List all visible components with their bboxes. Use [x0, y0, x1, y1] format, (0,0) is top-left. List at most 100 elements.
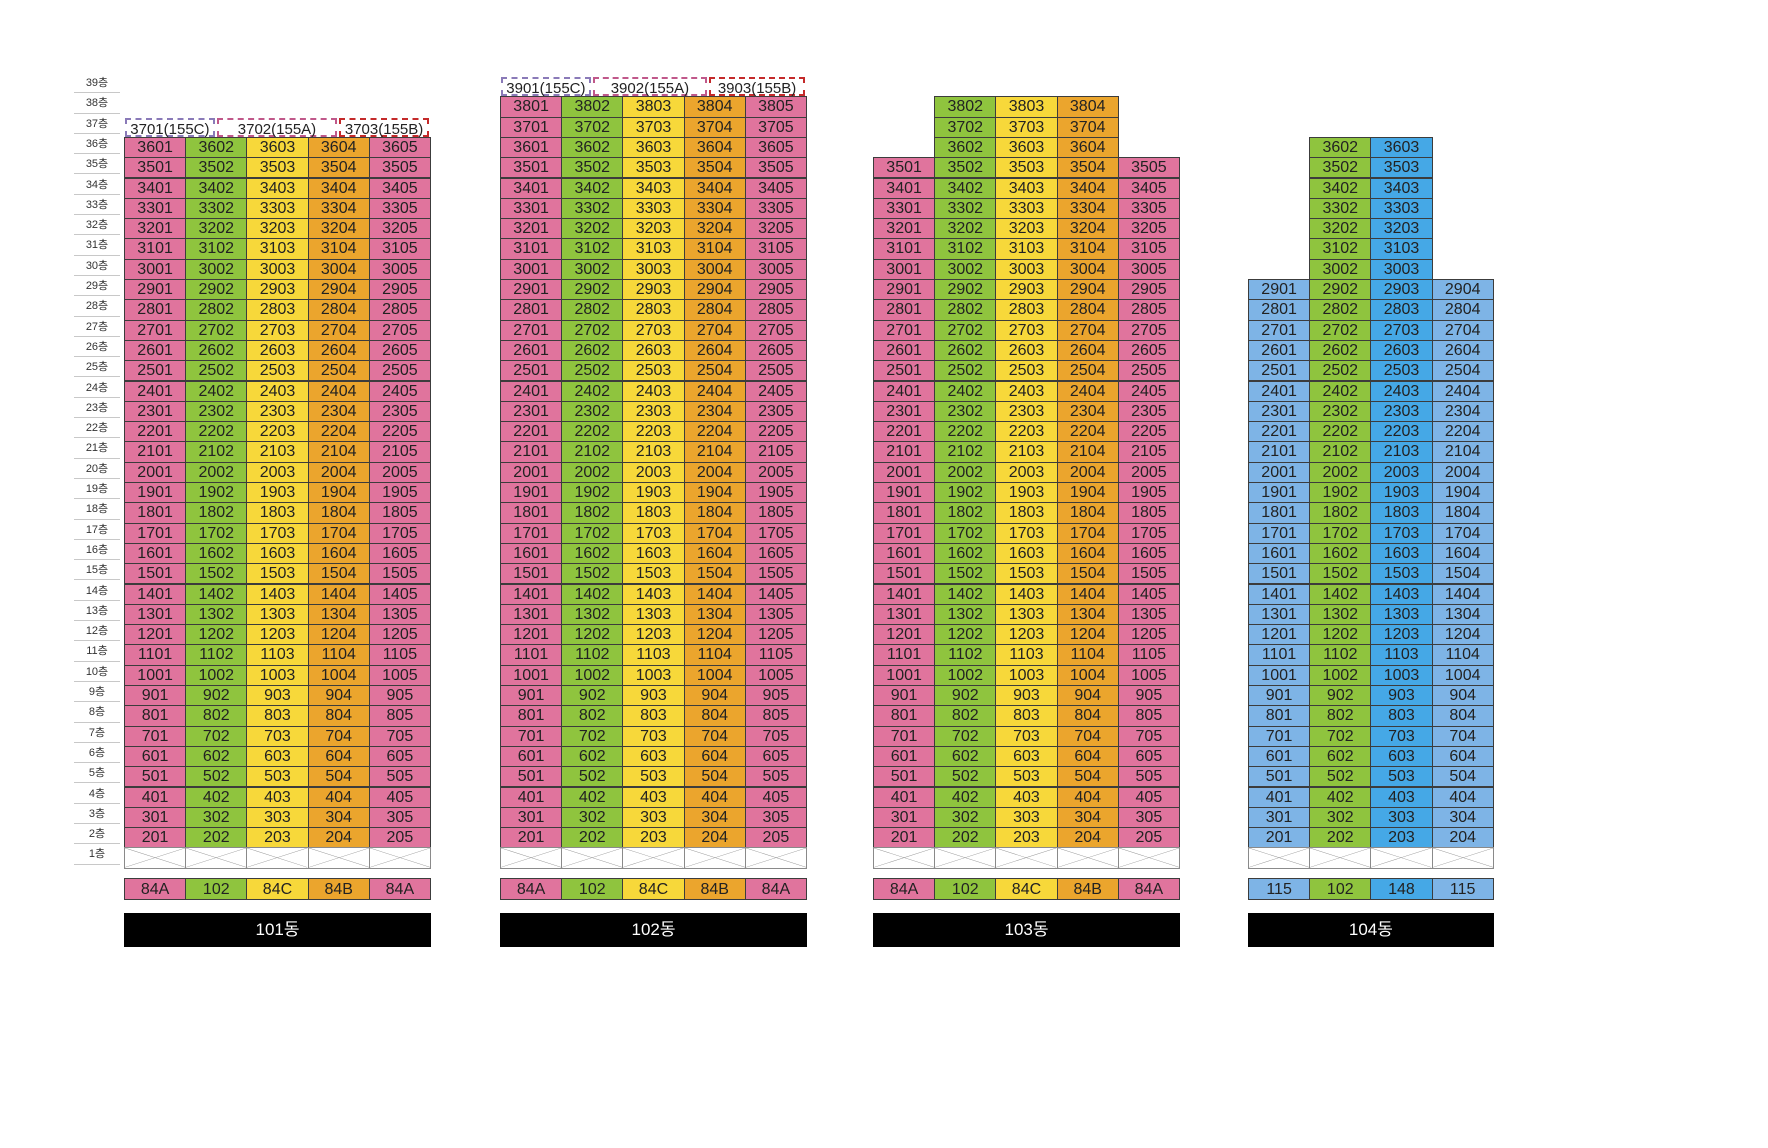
unit-cell[interactable]: 1401 [124, 583, 187, 605]
unit-cell[interactable]: 2803 [622, 299, 685, 321]
unit-cell[interactable]: 203 [995, 827, 1058, 849]
unit-cell[interactable]: 703 [622, 725, 685, 747]
unit-cell[interactable]: 2702 [185, 319, 248, 341]
unit-cell[interactable]: 205 [744, 827, 807, 849]
unit-cell[interactable]: 2901 [1248, 279, 1311, 301]
unit-cell[interactable]: 1605 [744, 542, 807, 565]
unit-cell[interactable]: 2304 [1431, 400, 1494, 423]
unit-cell[interactable]: 1502 [561, 563, 624, 585]
unit-cell[interactable]: 2501 [1248, 360, 1311, 382]
unit-cell[interactable]: 3003 [246, 258, 309, 280]
unit-cell[interactable]: 3103 [995, 238, 1058, 260]
unit-cell[interactable]: 1702 [934, 522, 997, 544]
unit-cell[interactable]: 2202 [185, 421, 248, 443]
unit-cell[interactable]: 1405 [744, 583, 807, 605]
unit-cell[interactable]: 3401 [500, 177, 563, 199]
unit-cell[interactable]: 803 [995, 705, 1058, 727]
unit-cell[interactable]: 603 [246, 745, 309, 768]
unit-cell[interactable]: 3403 [246, 177, 309, 199]
unit-cell[interactable]: 2205 [744, 421, 807, 443]
unit-cell[interactable]: 301 [873, 806, 936, 829]
unit-cell[interactable]: 3402 [934, 177, 997, 199]
unit-cell[interactable]: 2003 [1370, 461, 1433, 483]
unit-cell[interactable]: 1305 [368, 603, 431, 626]
unit-cell[interactable]: 703 [995, 725, 1058, 747]
unit-cell[interactable]: 2901 [873, 279, 936, 301]
unit-cell[interactable]: 401 [873, 786, 936, 808]
unit-cell[interactable]: 1602 [185, 542, 248, 565]
unit-cell[interactable]: 1303 [622, 603, 685, 626]
unit-cell[interactable]: 1703 [995, 522, 1058, 544]
unit-cell[interactable]: 1005 [1117, 664, 1180, 686]
unit-cell[interactable]: 201 [124, 827, 187, 849]
unit-cell[interactable]: 3304 [1056, 197, 1119, 220]
unit-cell[interactable]: 2904 [1431, 279, 1494, 301]
unit-cell[interactable]: 3603 [1370, 136, 1433, 159]
unit-cell[interactable]: 1601 [124, 542, 187, 565]
unit-cell[interactable]: 401 [500, 786, 563, 808]
unit-cell[interactable]: 2605 [368, 339, 431, 362]
unit-cell[interactable]: 2104 [683, 441, 746, 463]
unit-cell[interactable]: 3602 [1309, 136, 1372, 159]
unit-cell[interactable]: 2301 [873, 400, 936, 423]
unit-cell[interactable]: 3202 [934, 218, 997, 240]
penthouse-unit[interactable]: 3902(155A) [592, 77, 708, 97]
unit-cell[interactable]: 1404 [683, 583, 746, 605]
unit-cell[interactable]: 1603 [622, 542, 685, 565]
unit-cell[interactable]: 3104 [1056, 238, 1119, 260]
unit-cell[interactable]: 3004 [1056, 258, 1119, 280]
unit-cell[interactable]: 605 [368, 745, 431, 768]
unit-cell[interactable]: 2604 [683, 339, 746, 362]
unit-cell[interactable]: 1001 [873, 664, 936, 686]
unit-cell[interactable]: 1004 [307, 664, 370, 686]
unit-cell[interactable]: 3201 [873, 218, 936, 240]
unit-cell[interactable]: 2103 [1370, 441, 1433, 463]
unit-cell[interactable]: 1301 [124, 603, 187, 626]
unit-cell[interactable]: 902 [185, 685, 248, 707]
unit-cell[interactable]: 2404 [1431, 380, 1494, 402]
unit-cell[interactable]: 402 [561, 786, 624, 808]
unit-cell[interactable]: 705 [368, 725, 431, 747]
unit-cell[interactable]: 1804 [1431, 502, 1494, 524]
unit-cell[interactable]: 1203 [995, 624, 1058, 646]
unit-cell[interactable]: 1204 [1056, 624, 1119, 646]
unit-cell[interactable]: 2703 [995, 319, 1058, 341]
unit-cell[interactable]: 1403 [622, 583, 685, 605]
unit-cell[interactable]: 502 [185, 766, 248, 788]
unit-cell[interactable]: 701 [1248, 725, 1311, 747]
unit-cell[interactable]: 2603 [1370, 339, 1433, 362]
unit-cell[interactable]: 1605 [1117, 542, 1180, 565]
unit-cell[interactable]: 1902 [561, 482, 624, 504]
unit-cell[interactable]: 2705 [1117, 319, 1180, 341]
unit-cell[interactable]: 1003 [995, 664, 1058, 686]
unit-cell[interactable]: 502 [561, 766, 624, 788]
unit-cell[interactable]: 305 [368, 806, 431, 829]
unit-cell[interactable]: 1903 [995, 482, 1058, 504]
unit-cell[interactable]: 1003 [622, 664, 685, 686]
unit-cell[interactable]: 1605 [368, 542, 431, 565]
unit-cell[interactable]: 3102 [1309, 238, 1372, 260]
unit-cell[interactable]: 3002 [1309, 258, 1372, 280]
unit-cell[interactable]: 3101 [873, 238, 936, 260]
unit-cell[interactable]: 303 [1370, 806, 1433, 829]
unit-cell[interactable]: 3102 [561, 238, 624, 260]
unit-cell[interactable]: 1703 [246, 522, 309, 544]
unit-cell[interactable]: 1201 [1248, 624, 1311, 646]
unit-cell[interactable]: 2902 [934, 279, 997, 301]
unit-cell[interactable]: 2503 [622, 360, 685, 382]
unit-cell[interactable]: 3505 [1117, 157, 1180, 179]
unit-cell[interactable]: 2705 [368, 319, 431, 341]
unit-cell[interactable]: 1305 [744, 603, 807, 626]
unit-cell[interactable]: 401 [124, 786, 187, 808]
unit-cell[interactable]: 3303 [1370, 197, 1433, 220]
unit-cell[interactable]: 1002 [561, 664, 624, 686]
unit-cell[interactable]: 2504 [1056, 360, 1119, 382]
unit-cell[interactable]: 3402 [1309, 177, 1372, 199]
unit-cell[interactable]: 1904 [1056, 482, 1119, 504]
unit-cell[interactable]: 2001 [873, 461, 936, 483]
unit-cell[interactable]: 1401 [873, 583, 936, 605]
unit-cell[interactable]: 2905 [368, 279, 431, 301]
unit-cell[interactable]: 3205 [1117, 218, 1180, 240]
unit-cell[interactable]: 3401 [124, 177, 187, 199]
unit-cell[interactable]: 1504 [683, 563, 746, 585]
